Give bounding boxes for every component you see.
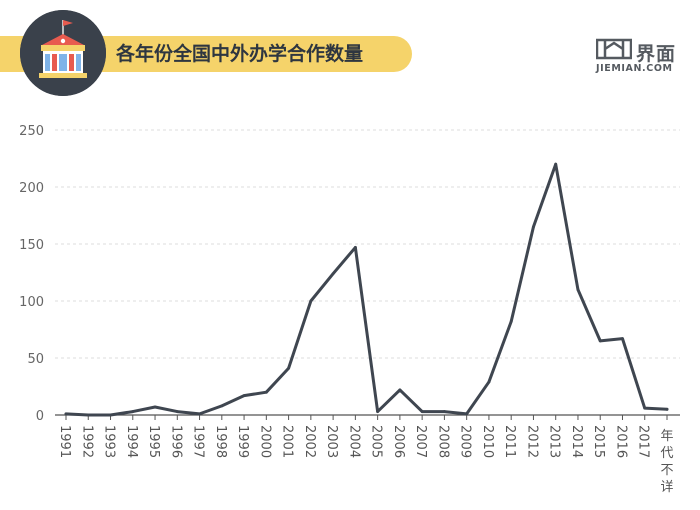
y-tick-label: 200 (19, 181, 44, 196)
data-point (576, 288, 580, 291)
data-point (532, 225, 535, 229)
data-point (621, 337, 624, 341)
x-tick-label: 1999 (235, 425, 250, 458)
data-point (287, 366, 290, 370)
y-tick-label: 250 (19, 124, 44, 139)
x-tick-label: 2011 (502, 425, 517, 458)
data-point (487, 380, 491, 384)
data-point (153, 405, 157, 409)
school-building-icon (20, 10, 106, 96)
logo-text-cn: 界面 (636, 43, 677, 65)
logo-text-en: JIEMIAN.COM (596, 63, 673, 74)
x-tick-label: 1995 (146, 425, 161, 458)
x-tick-label: 2012 (524, 425, 539, 458)
x-axis-ticks: 1991 1992 1993 1994 1995 1996 1997 1998 1999 2000… (57, 415, 674, 495)
data-point (420, 410, 424, 413)
x-tick-label: 2017 (636, 425, 651, 458)
x-tick-label: 2000 (257, 425, 272, 458)
data-point (643, 406, 647, 410)
jiemian-logo: 界面 JIEMIAN.COM (596, 38, 686, 78)
x-tick-label: 1991 (57, 425, 72, 458)
data-point (242, 394, 246, 398)
data-point (220, 404, 224, 408)
x-tick-label: 2001 (280, 425, 295, 458)
y-tick-label: 100 (19, 295, 44, 310)
grid-lines (55, 129, 680, 359)
data-point (665, 407, 669, 411)
x-tick-label: 1994 (124, 425, 139, 458)
data-point (264, 390, 268, 394)
data-point (109, 413, 112, 417)
data-point (86, 413, 90, 417)
data-point (309, 299, 313, 303)
x-tick-label: 2013 (547, 425, 562, 458)
x-tick-label: 2016 (613, 425, 628, 458)
x-tick-label: 年代不详 (660, 429, 673, 495)
data-point (353, 246, 357, 249)
x-tick-label: 1992 (79, 425, 94, 458)
jiemian-logo-icon (596, 38, 632, 60)
x-tick-label: 1993 (102, 425, 117, 458)
x-tick-label: 2006 (391, 425, 406, 458)
data-point (598, 339, 602, 343)
data-point (443, 410, 446, 413)
data-point (64, 412, 68, 416)
x-tick-label: 1998 (213, 425, 228, 458)
data-point (331, 272, 335, 276)
page-title: 各年份全国中外办学合作数量 (116, 43, 364, 65)
y-axis-ticks: 0 50 100 150 200 250 (19, 124, 44, 424)
x-tick-label: 2009 (458, 425, 473, 458)
data-point (198, 412, 201, 416)
badge (20, 10, 106, 96)
y-tick-label: 50 (27, 352, 44, 367)
data-point (376, 410, 380, 413)
x-tick-label: 2010 (480, 425, 495, 458)
x-tick-label: 2014 (569, 425, 584, 458)
y-tick-label: 150 (19, 238, 44, 253)
data-point (131, 410, 135, 413)
y-tick-label: 0 (36, 409, 44, 424)
x-tick-label: 1997 (191, 425, 206, 458)
data-point (554, 162, 558, 166)
data-point (175, 410, 179, 413)
data-point (465, 412, 469, 416)
x-tick-label: 1996 (168, 425, 183, 458)
series-line (64, 162, 669, 417)
x-tick-label: 2015 (591, 425, 606, 458)
x-tick-label: 2005 (369, 425, 384, 458)
x-tick-label: 2002 (302, 425, 317, 458)
x-tick-label: 2004 (346, 425, 361, 458)
data-point (398, 388, 402, 392)
x-tick-label: 2007 (413, 425, 428, 458)
x-tick-label: 2003 (324, 425, 339, 458)
series-layer (64, 162, 669, 417)
x-tick-label: 2008 (435, 425, 450, 458)
data-point (509, 320, 513, 323)
